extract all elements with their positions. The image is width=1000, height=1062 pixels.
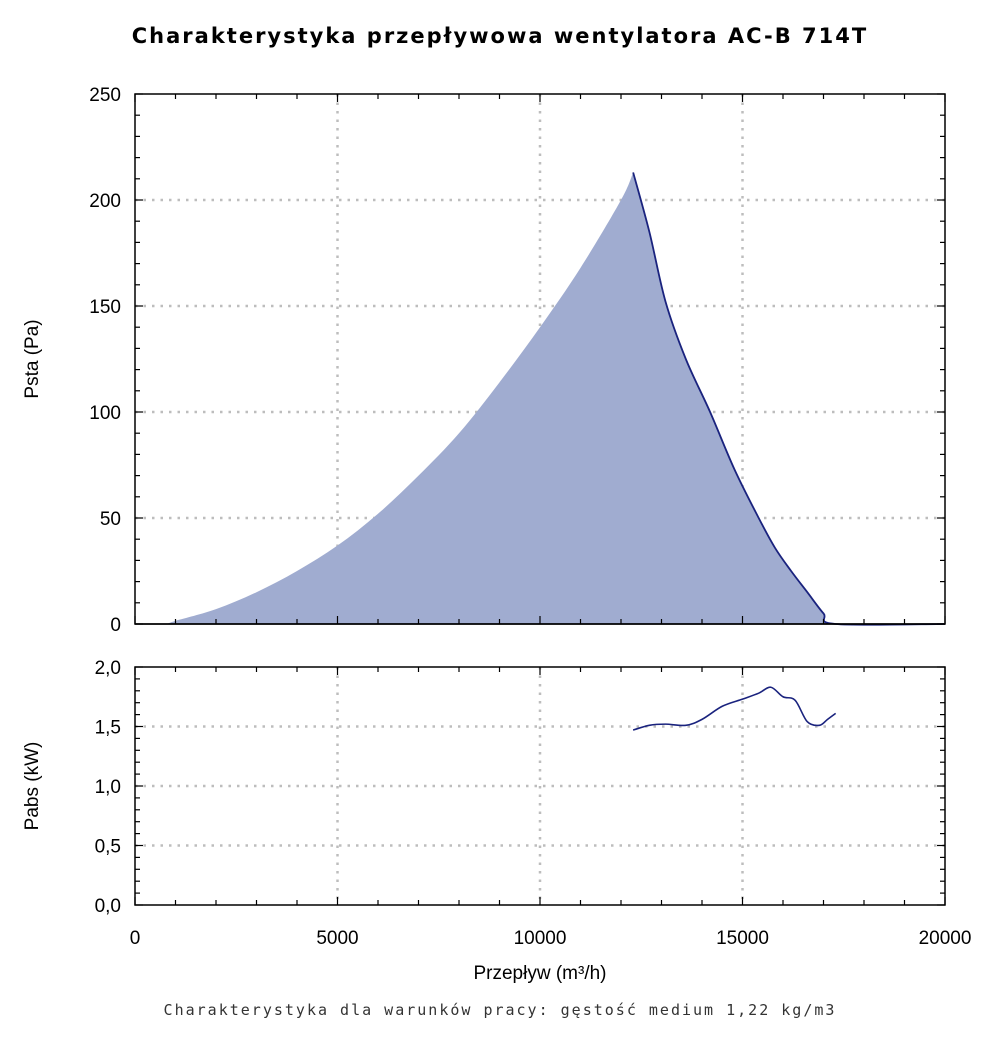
top-y-axis-title: Psta (Pa) xyxy=(22,319,43,398)
bottom-grid xyxy=(135,667,945,905)
top-y-tick-label: 100 xyxy=(89,403,121,424)
bottom-series-line xyxy=(632,686,837,731)
x-tick-label: 15000 xyxy=(716,928,769,949)
x-axis-title: Przepływ (m³/h) xyxy=(473,963,606,984)
top-y-tick-label: 0 xyxy=(110,615,121,636)
top-y-tick-label: 250 xyxy=(89,85,121,106)
bottom-y-tick-label: 1,0 xyxy=(95,777,121,798)
bottom-y-tick-label: 0,5 xyxy=(95,837,121,858)
bottom-y-tick-label: 0,0 xyxy=(95,896,121,917)
bottom-y-tick-label: 2,0 xyxy=(95,658,121,679)
psta-area xyxy=(135,172,945,625)
top-y-tick-label: 200 xyxy=(89,191,121,212)
pabs-curve xyxy=(632,686,837,731)
x-tick-label: 0 xyxy=(130,928,141,949)
axis-labels: 0 50 100 150 200 250 0,0 0,5 1,0 1,5 2,0 0 5000 10000… xyxy=(22,85,971,984)
chart-footnote: Charakterystyka dla warunków pracy: gęst… xyxy=(163,1001,837,1019)
x-tick-label: 10000 xyxy=(514,928,567,949)
chart-title: Charakterystyka przepływowa wentylatora … xyxy=(131,24,869,48)
axis-ticks xyxy=(134,93,946,906)
top-y-tick-label: 50 xyxy=(100,509,121,530)
top-y-tick-label: 150 xyxy=(89,297,121,318)
bottom-y-tick-label: 1,5 xyxy=(95,718,121,739)
psta-curve xyxy=(632,172,946,626)
x-tick-label: 20000 xyxy=(919,928,972,949)
x-tick-label: 5000 xyxy=(316,928,358,949)
bottom-y-axis-title: Pabs (kW) xyxy=(22,742,43,831)
